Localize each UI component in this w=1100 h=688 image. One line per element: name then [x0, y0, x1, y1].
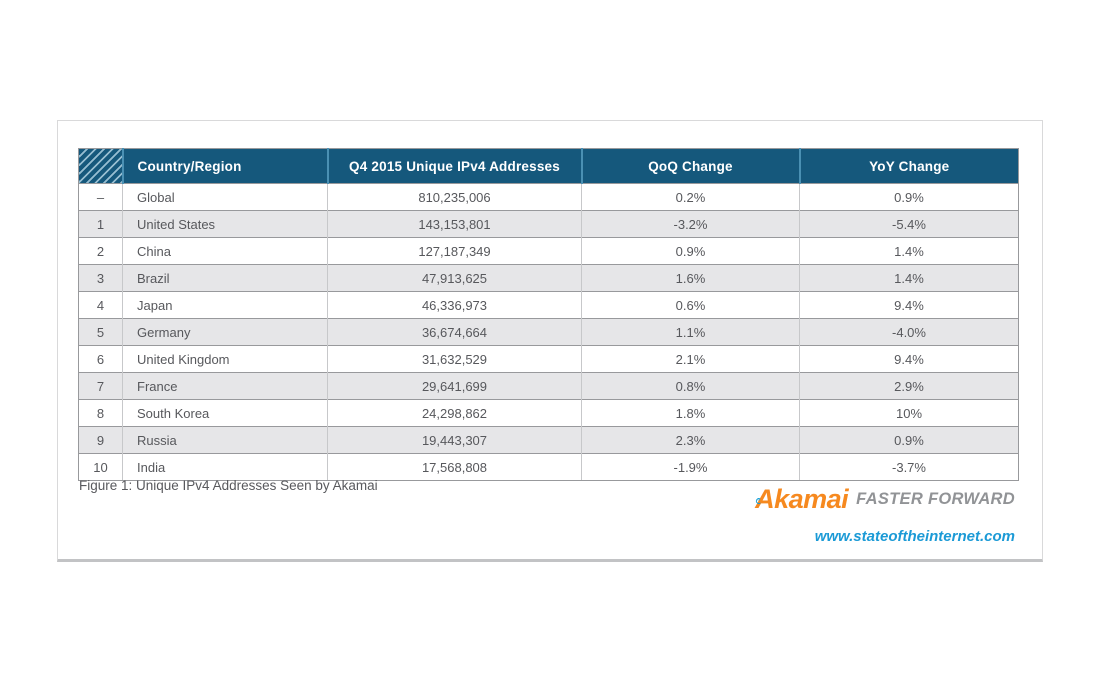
cell-rank: 2 — [78, 237, 123, 265]
cell-rank: 7 — [78, 372, 123, 400]
figure-caption: Figure 1: Unique IPv4 Addresses Seen by … — [79, 478, 378, 493]
table-row: 1 United States 143,153,801 -3.2% -5.4% — [78, 210, 1019, 238]
cell-country: Germany — [122, 318, 328, 346]
cell-country: Japan — [122, 291, 328, 319]
cell-addresses: 46,336,973 — [327, 291, 582, 319]
cell-qoq: 0.2% — [581, 183, 800, 211]
cell-qoq: 0.8% — [581, 372, 800, 400]
cell-qoq: 0.6% — [581, 291, 800, 319]
cell-addresses: 47,913,625 — [327, 264, 582, 292]
ipv4-addresses-table: Country/Region Q4 2015 Unique IPv4 Addre… — [78, 148, 1019, 481]
cell-country: Russia — [122, 426, 328, 454]
cell-qoq: 1.6% — [581, 264, 800, 292]
col-header-qoq-change: QoQ Change — [580, 148, 800, 184]
cell-yoy: 0.9% — [799, 426, 1019, 454]
cell-qoq: -1.9% — [581, 453, 800, 481]
cell-addresses: 143,153,801 — [327, 210, 582, 238]
cell-country: United States — [122, 210, 328, 238]
akamai-logo-text: Akamai — [755, 483, 849, 514]
cell-addresses: 810,235,006 — [327, 183, 582, 211]
table-row: 8 South Korea 24,298,862 1.8% 10% — [78, 399, 1019, 427]
faster-forward-tagline: FASTER FORWARD — [856, 489, 1015, 508]
cell-country: Brazil — [122, 264, 328, 292]
cell-rank: 9 — [78, 426, 123, 454]
cell-addresses: 29,641,699 — [327, 372, 582, 400]
cell-country: United Kingdom — [122, 345, 328, 373]
table-row: 5 Germany 36,674,664 1.1% -4.0% — [78, 318, 1019, 346]
cell-qoq: 1.1% — [581, 318, 800, 346]
table-row: 4 Japan 46,336,973 0.6% 9.4% — [78, 291, 1019, 319]
akamai-branding: Akamai FASTER FORWARD www.stateoftheinte… — [755, 473, 1015, 546]
table-row: 2 China 127,187,349 0.9% 1.4% — [78, 237, 1019, 265]
stateoftheinternet-link[interactable]: www.stateoftheinternet.com — [814, 528, 1015, 545]
cell-rank: 10 — [78, 453, 123, 481]
cell-country: India — [122, 453, 328, 481]
akamai-logo: Akamai FASTER FORWARD — [755, 473, 1015, 525]
table-row: 6 United Kingdom 31,632,529 2.1% 9.4% — [78, 345, 1019, 373]
cell-yoy: 0.9% — [799, 183, 1019, 211]
cell-addresses: 31,632,529 — [327, 345, 582, 373]
table-body: – Global 810,235,006 0.2% 0.9% 1 United States… — [78, 183, 1019, 481]
cell-rank: 4 — [78, 291, 123, 319]
report-figure-card: Country/Region Q4 2015 Unique IPv4 Addre… — [57, 120, 1043, 562]
cell-rank: – — [78, 183, 123, 211]
cell-country: France — [122, 372, 328, 400]
cell-country: South Korea — [122, 399, 328, 427]
cell-addresses: 17,568,808 — [327, 453, 582, 481]
cell-yoy: 2.9% — [799, 372, 1019, 400]
cell-rank: 5 — [78, 318, 123, 346]
cell-addresses: 19,443,307 — [327, 426, 582, 454]
cell-qoq: -3.2% — [581, 210, 800, 238]
cell-qoq: 2.3% — [581, 426, 800, 454]
cell-country: China — [122, 237, 328, 265]
col-header-yoy-change: YoY Change — [798, 148, 1019, 184]
cell-country: Global — [122, 183, 328, 211]
cell-yoy: 1.4% — [799, 264, 1019, 292]
cell-yoy: 9.4% — [799, 345, 1019, 373]
akamai-wave-icon — [755, 498, 761, 504]
col-header-country-region: Country/Region — [121, 148, 328, 184]
cell-yoy: 1.4% — [799, 237, 1019, 265]
cell-addresses: 24,298,862 — [327, 399, 582, 427]
table-header: Country/Region Q4 2015 Unique IPv4 Addre… — [78, 148, 1019, 184]
table-row: 7 France 29,641,699 0.8% 2.9% — [78, 372, 1019, 400]
cell-rank: 6 — [78, 345, 123, 373]
cell-rank: 1 — [78, 210, 123, 238]
cell-addresses: 127,187,349 — [327, 237, 582, 265]
cell-yoy: -4.0% — [799, 318, 1019, 346]
cell-yoy: -5.4% — [799, 210, 1019, 238]
cell-qoq: 0.9% — [581, 237, 800, 265]
table-row: 3 Brazil 47,913,625 1.6% 1.4% — [78, 264, 1019, 292]
table-row: – Global 810,235,006 0.2% 0.9% — [78, 183, 1019, 211]
cell-yoy: 9.4% — [799, 291, 1019, 319]
cell-yoy: 10% — [799, 399, 1019, 427]
cell-rank: 8 — [78, 399, 123, 427]
cell-rank: 3 — [78, 264, 123, 292]
table-row: 9 Russia 19,443,307 2.3% 0.9% — [78, 426, 1019, 454]
col-header-unique-ipv4-addresses: Q4 2015 Unique IPv4 Addresses — [326, 148, 582, 184]
cell-yoy: -3.7% — [799, 453, 1019, 481]
cell-qoq: 1.8% — [581, 399, 800, 427]
table-row: 10 India 17,568,808 -1.9% -3.7% — [78, 453, 1019, 481]
hatched-corner-cell — [78, 148, 123, 184]
cell-addresses: 36,674,664 — [327, 318, 582, 346]
cell-qoq: 2.1% — [581, 345, 800, 373]
